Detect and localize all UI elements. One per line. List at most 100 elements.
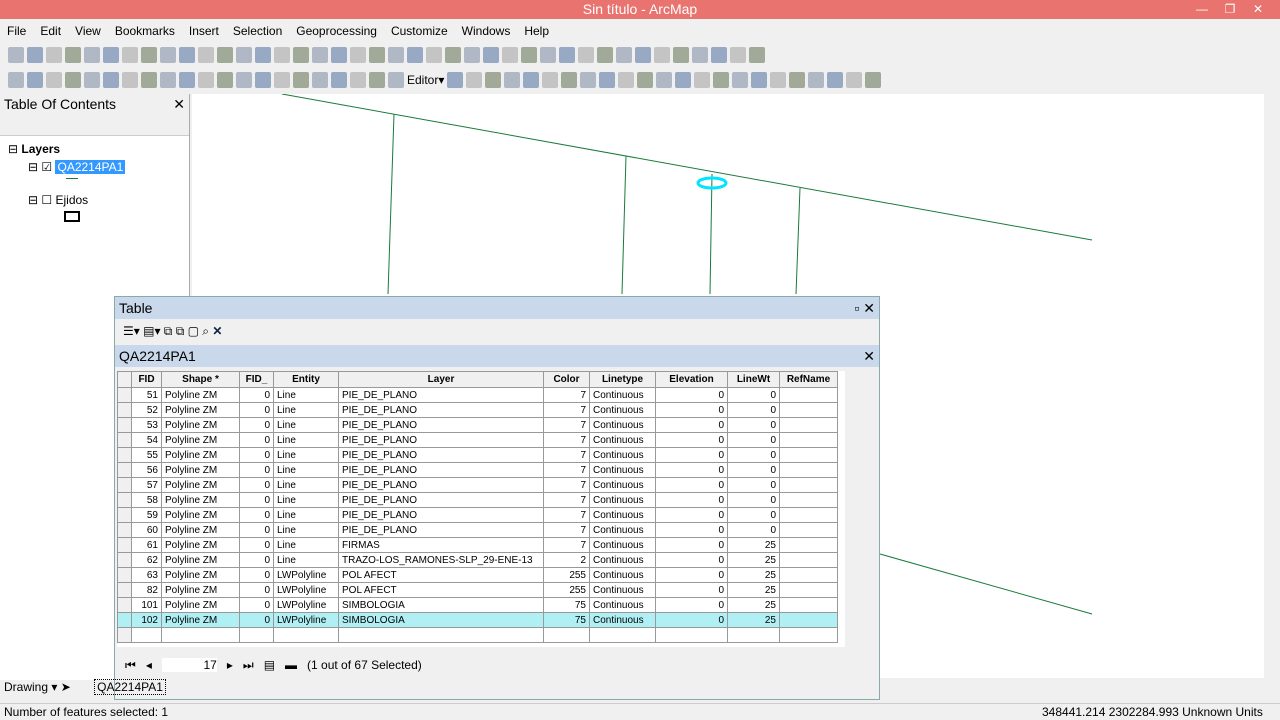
row-selector[interactable] xyxy=(117,507,132,523)
close-button[interactable]: ✕ xyxy=(1252,2,1264,16)
table-row[interactable]: 101 Polyline ZM 0 LWPolyline SIMBOLOGIA 75 Con… xyxy=(117,597,838,613)
table-cell[interactable]: Continuous xyxy=(589,402,656,418)
table-cell[interactable]: Line xyxy=(273,432,339,448)
row-selector[interactable] xyxy=(117,417,132,433)
toolbar-tool-icon[interactable] xyxy=(103,47,119,63)
table-cell[interactable]: PIE_DE_PLANO xyxy=(338,492,544,508)
table-cell[interactable]: Polyline ZM xyxy=(161,462,240,478)
table-cell[interactable]: PIE_DE_PLANO xyxy=(338,402,544,418)
table-cell[interactable]: PIE_DE_PLANO xyxy=(338,387,544,403)
toolbar-tool-icon[interactable] xyxy=(447,72,464,88)
menu-bookmarks[interactable]: Bookmarks xyxy=(114,24,175,38)
toolbar-tool-icon[interactable] xyxy=(8,47,24,63)
table-cell[interactable]: Line xyxy=(273,387,339,403)
table-row[interactable]: 51 Polyline ZM 0 Line PIE_DE_PLANO 7 Continuou… xyxy=(117,387,838,403)
table-cell[interactable]: 60 xyxy=(131,522,162,538)
table-cell[interactable]: Continuous xyxy=(589,597,656,613)
toolbar-tool-icon[interactable] xyxy=(865,72,882,88)
row-selector[interactable] xyxy=(117,387,132,403)
toolbar-tool-icon[interactable] xyxy=(369,72,385,88)
close-icon[interactable]: ▫ ✕ xyxy=(854,300,875,316)
table-cell[interactable]: Continuous xyxy=(589,522,656,538)
toolbar-tool-icon[interactable] xyxy=(426,47,442,63)
toolbar-tool-icon[interactable] xyxy=(198,47,214,63)
table-cell[interactable]: Line xyxy=(273,522,339,538)
table-cell[interactable]: 2 xyxy=(543,552,590,568)
table-cell[interactable]: PIE_DE_PLANO xyxy=(338,462,544,478)
table-cell[interactable]: Polyline ZM xyxy=(161,537,240,553)
table-cell[interactable]: Polyline ZM xyxy=(161,612,240,628)
table-cell[interactable]: PIE_DE_PLANO xyxy=(338,522,544,538)
table-cell[interactable]: 63 xyxy=(131,567,162,583)
toolbar-tool-icon[interactable] xyxy=(485,72,502,88)
table-cell[interactable]: 0 xyxy=(655,432,728,448)
toolbar-tool-icon[interactable] xyxy=(561,72,578,88)
toolbar-tool-icon[interactable] xyxy=(255,72,271,88)
table-cell[interactable]: Continuous xyxy=(589,447,656,463)
toolbar-tool-icon[interactable] xyxy=(542,72,559,88)
table-cell[interactable]: 53 xyxy=(131,417,162,433)
column-header[interactable]: FID_ xyxy=(239,371,274,388)
menu-edit[interactable]: Edit xyxy=(40,24,62,38)
table-cell[interactable]: 0 xyxy=(727,477,780,493)
toolbar-tool-icon[interactable] xyxy=(751,72,768,88)
toolbar-tool-icon[interactable] xyxy=(464,47,480,63)
column-header[interactable]: Shape * xyxy=(161,371,240,388)
table-cell[interactable] xyxy=(779,612,838,628)
table-cell[interactable]: 7 xyxy=(543,492,590,508)
toolbar-tool-icon[interactable] xyxy=(504,72,521,88)
table-cell[interactable] xyxy=(779,507,838,523)
first-record-button[interactable]: ⏮ xyxy=(125,657,136,672)
table-cell[interactable]: Polyline ZM xyxy=(161,582,240,598)
table-cell[interactable]: 25 xyxy=(727,567,780,583)
toolbar-tool-icon[interactable] xyxy=(274,47,290,63)
row-selector[interactable] xyxy=(117,432,132,448)
table-cell[interactable]: 0 xyxy=(239,567,274,583)
table-cell[interactable]: Continuous xyxy=(589,462,656,478)
table-cell[interactable]: 54 xyxy=(131,432,162,448)
toolbar-tool-icon[interactable] xyxy=(635,47,651,63)
table-cell[interactable]: Polyline ZM xyxy=(161,432,240,448)
table-cell[interactable]: 0 xyxy=(655,552,728,568)
table-layer-tab[interactable]: QA2214PA1 ✕ xyxy=(115,345,879,367)
table-cell[interactable]: 0 xyxy=(727,507,780,523)
table-cell[interactable]: Line xyxy=(273,552,339,568)
table-cell[interactable]: 0 xyxy=(239,462,274,478)
toolbar-tool-icon[interactable] xyxy=(312,72,328,88)
table-cell[interactable]: 255 xyxy=(543,567,590,583)
table-cell[interactable]: 7 xyxy=(543,387,590,403)
table-cell[interactable]: 255 xyxy=(543,582,590,598)
table-cell[interactable]: SIMBOLOGIA xyxy=(338,612,544,628)
table-cell[interactable]: Line xyxy=(273,537,339,553)
table-cell[interactable]: 0 xyxy=(655,492,728,508)
menu-customize[interactable]: Customize xyxy=(390,24,448,38)
toolbar-tool-icon[interactable] xyxy=(827,72,844,88)
row-selector[interactable] xyxy=(117,462,132,478)
toolbar-tool-icon[interactable] xyxy=(502,47,518,63)
table-cell[interactable]: 0 xyxy=(655,537,728,553)
row-selector[interactable] xyxy=(117,402,132,418)
toolbar-tool-icon[interactable] xyxy=(8,72,24,88)
table-cell[interactable]: 101 xyxy=(131,597,162,613)
table-row[interactable]: 63 Polyline ZM 0 LWPolyline POL AFECT 255 Cont… xyxy=(117,567,838,583)
toolbar-tool-icon[interactable] xyxy=(694,72,711,88)
table-row[interactable]: 102 Polyline ZM 0 LWPolyline SIMBOLOGIA 75 Con… xyxy=(117,612,838,628)
toolbar-tool-icon[interactable] xyxy=(445,47,461,63)
column-header[interactable]: Linetype xyxy=(589,371,656,388)
row-selector[interactable] xyxy=(117,492,132,508)
toolbar-tool-icon[interactable] xyxy=(654,47,670,63)
table-cell[interactable]: 0 xyxy=(239,612,274,628)
table-cell[interactable]: PIE_DE_PLANO xyxy=(338,432,544,448)
table-scrollbar[interactable] xyxy=(857,371,873,647)
prev-record-button[interactable]: ◂ xyxy=(145,658,152,672)
table-cell[interactable]: Polyline ZM xyxy=(161,507,240,523)
table-cell[interactable]: Polyline ZM xyxy=(161,447,240,463)
toolbar-tool-icon[interactable] xyxy=(597,47,613,63)
table-cell[interactable]: 0 xyxy=(655,567,728,583)
table-cell[interactable]: Polyline ZM xyxy=(161,597,240,613)
toolbar-tool-icon[interactable] xyxy=(331,47,347,63)
row-selector[interactable] xyxy=(117,582,132,598)
table-cell[interactable]: 0 xyxy=(727,492,780,508)
toolbar-tool-icon[interactable] xyxy=(179,72,195,88)
table-cell[interactable]: 75 xyxy=(543,597,590,613)
